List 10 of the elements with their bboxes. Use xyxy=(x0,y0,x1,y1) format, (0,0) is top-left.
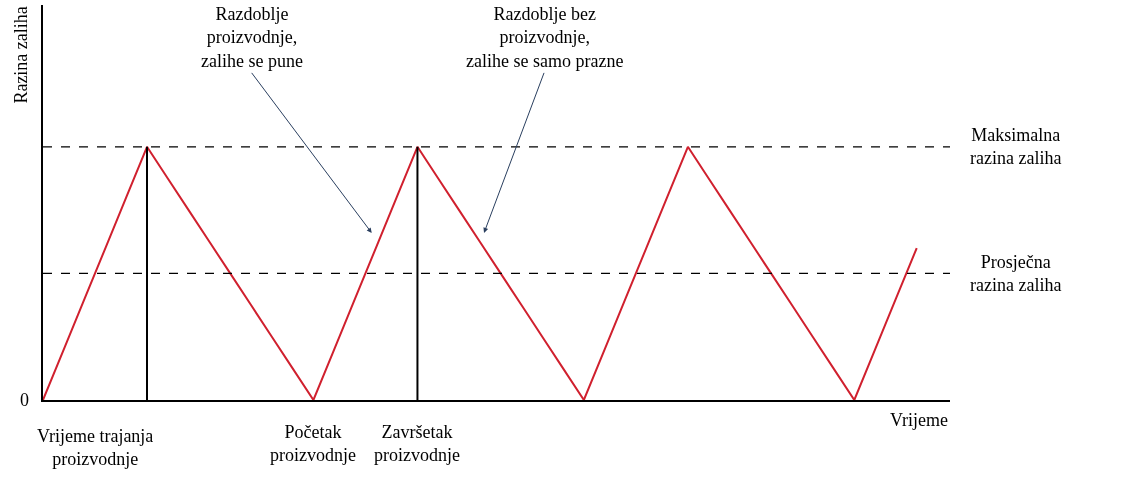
x-axis-title: Vrijeme xyxy=(890,410,948,430)
text: Razdoblje proizvodnje, zalihe se pune xyxy=(201,4,303,71)
text: 0 xyxy=(20,390,29,410)
text: Početak proizvodnje xyxy=(270,422,356,466)
ref-line-label: Prosječna razina zaliha xyxy=(970,252,1062,296)
text: Razdoblje bez proizvodnje, zalihe se samo prazne xyxy=(466,4,624,71)
text: Vrijeme trajanja proizvodnje xyxy=(37,426,154,470)
text: Završetak proizvodnje xyxy=(374,422,460,466)
y-axis-title: Razina zaliha xyxy=(10,6,31,104)
ref-line-label: Maksimalna razina zaliha xyxy=(970,125,1062,169)
